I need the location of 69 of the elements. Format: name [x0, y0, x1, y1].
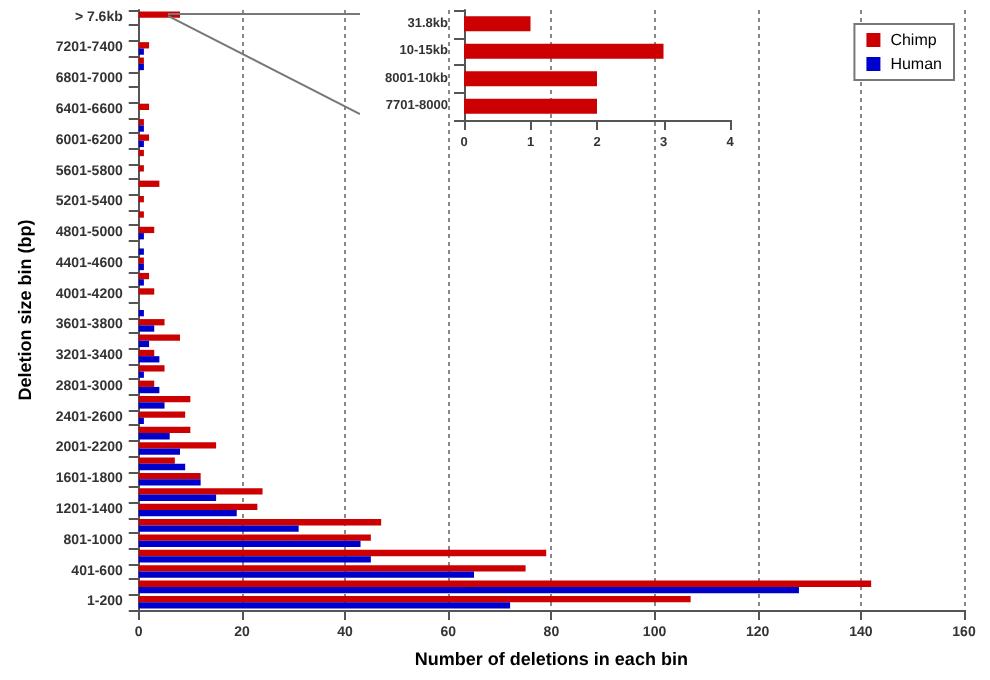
bar: [138, 263, 144, 271]
bar: [138, 196, 144, 203]
legend-label: Chimp: [890, 31, 938, 49]
bar: [138, 149, 144, 157]
bar: [138, 494, 217, 501]
bar: [138, 340, 150, 348]
bar: [138, 103, 150, 110]
bar: [138, 549, 547, 557]
bar: [138, 479, 201, 486]
bar: [138, 272, 150, 280]
bar: [138, 586, 799, 594]
bar: [138, 42, 150, 49]
bar: [138, 233, 144, 240]
bar: [138, 165, 144, 172]
bar: [138, 386, 160, 394]
bar: [138, 510, 237, 517]
bar: [138, 356, 160, 363]
bar: [138, 125, 144, 132]
bar: [138, 226, 155, 234]
bar: [138, 402, 165, 409]
bar: [138, 472, 201, 480]
bar: [138, 426, 191, 434]
y-axis-title: Deletion size bin (bp): [15, 219, 35, 401]
bar: [138, 463, 186, 471]
bar: [138, 602, 511, 609]
bar: [138, 57, 144, 64]
bar: [464, 43, 664, 59]
x-axis-title: Number of deletions in each bin: [414, 649, 688, 669]
bar: [138, 257, 144, 264]
bar: [138, 119, 144, 126]
bar: [138, 448, 181, 455]
bar: [138, 503, 258, 510]
bar: [138, 380, 155, 387]
bar: [138, 580, 872, 587]
bar: [464, 71, 597, 87]
bar: [138, 396, 191, 403]
bar: [138, 433, 170, 440]
bar: [138, 334, 181, 341]
bar: [138, 556, 371, 563]
bar: [138, 571, 475, 578]
bar: [138, 319, 165, 326]
bar: [138, 140, 144, 148]
bar: [138, 519, 382, 526]
bar: [138, 310, 144, 317]
bar: [138, 134, 150, 141]
bar: [138, 540, 361, 548]
bar: [464, 16, 531, 32]
bar: [138, 325, 155, 332]
bar: [138, 248, 144, 255]
bar: [138, 534, 371, 541]
bar: [138, 279, 144, 286]
bar: [138, 417, 144, 424]
bar: [138, 180, 160, 187]
bar: [138, 349, 155, 357]
bar: [138, 488, 263, 495]
bar: [138, 525, 299, 532]
bar: [138, 48, 144, 55]
bar: [138, 596, 691, 603]
bar: [138, 457, 175, 464]
bar: [464, 98, 597, 114]
bar: [138, 371, 144, 378]
bar: [138, 211, 144, 218]
legend-label: Human: [890, 55, 943, 73]
bar: [138, 365, 165, 372]
bar: [138, 63, 144, 71]
bar: [138, 442, 217, 449]
bar: [138, 411, 186, 418]
bar: [138, 565, 526, 572]
bar: [138, 288, 155, 295]
